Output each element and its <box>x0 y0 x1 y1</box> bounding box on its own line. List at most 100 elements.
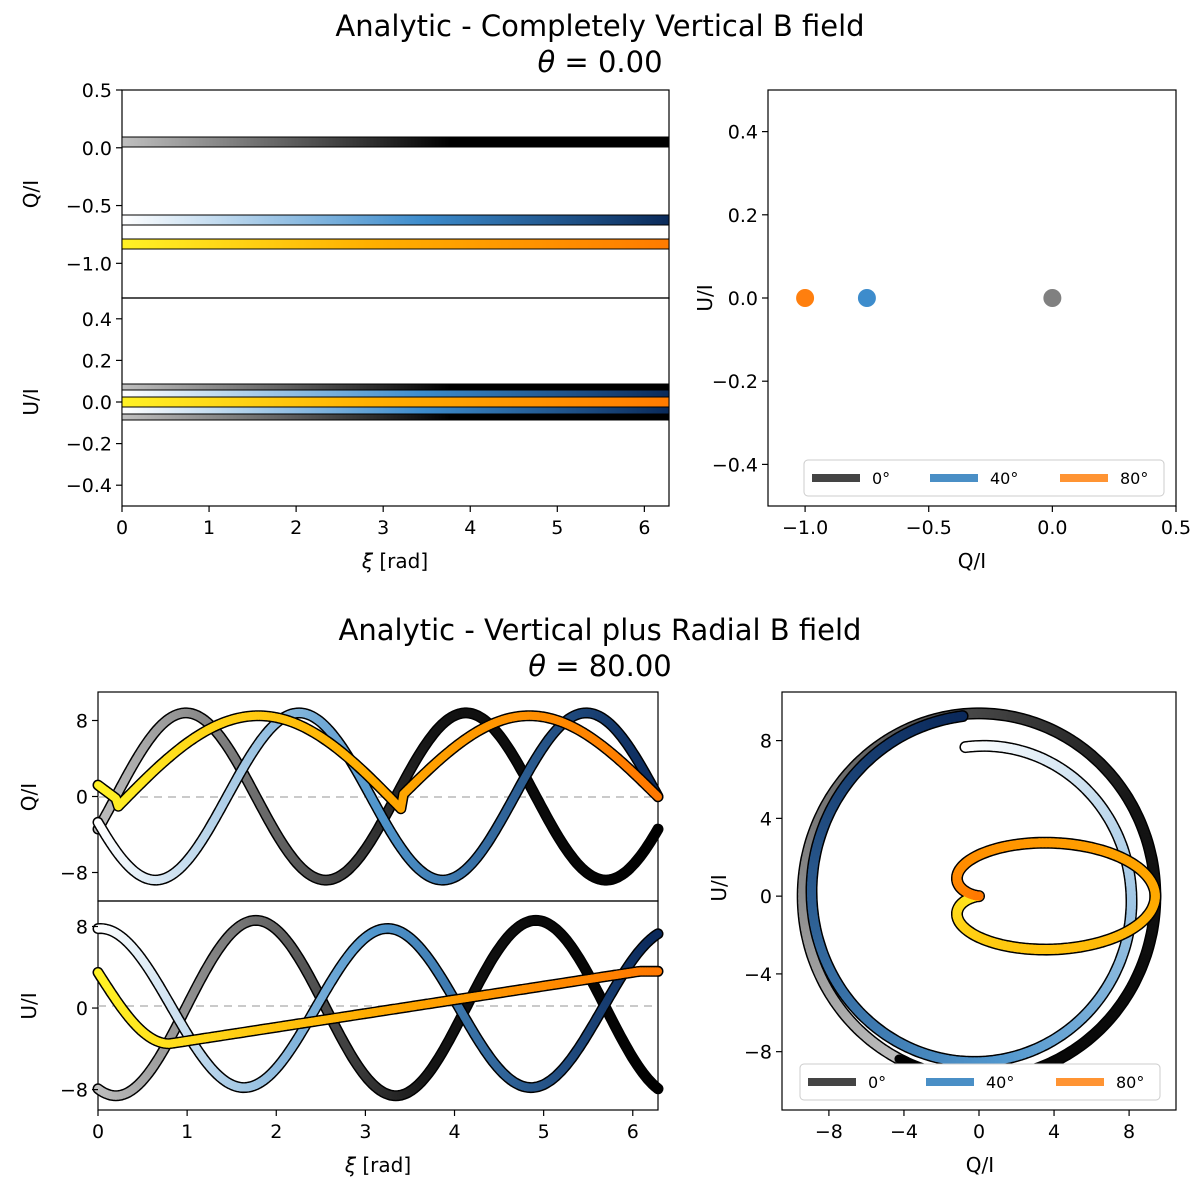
curve-80deg-u <box>92 965 664 1050</box>
curve-80deg-q <box>92 710 664 815</box>
section1-subtitle: θ = 0.00 <box>537 45 662 79</box>
theta-value: = 0.00 <box>555 45 662 79</box>
y-tick-label: 8 <box>76 711 88 733</box>
curve-40deg-u <box>92 923 664 1094</box>
curve-40deg-stokes <box>805 710 1138 1068</box>
x-tick-label: 5 <box>551 517 563 539</box>
legend-swatch-0 <box>808 1078 856 1086</box>
y-tick-label: −0.4 <box>66 475 112 497</box>
panel-top-left-u: 0.4 0.2 0.0 −0.2 −0.40 1 2 3 4 5 6 U/I ξ [rad] <box>19 297 670 573</box>
legend-swatch-1 <box>930 474 978 482</box>
ylabel-u: U/I <box>19 388 43 415</box>
axes-frame <box>121 89 670 299</box>
x-tick-label: 2 <box>270 1121 282 1143</box>
x-tick-label: 0.5 <box>1161 517 1191 539</box>
panel-bottom-left-u: 80−80 1 2 3 4 5 6 U/I ξ [rad] <box>17 900 664 1177</box>
curve-0deg-q-segment <box>651 825 662 838</box>
theta-value: = 80.00 <box>546 649 672 683</box>
curve-40deg-stokes-segment <box>953 711 968 722</box>
y-tick-label: 0.4 <box>82 309 112 331</box>
legend-label-2: 80° <box>1116 1073 1144 1092</box>
curve-80deg-stokes <box>951 836 1162 956</box>
y-tick-label: 0 <box>76 998 88 1020</box>
x-tick-label: 4 <box>464 517 476 539</box>
y-tick-label: −0.4 <box>712 454 758 476</box>
xlabel-xi-bl: ξ [rad] <box>344 1153 411 1177</box>
x-tick-label: 4 <box>448 1121 460 1143</box>
scatter-point-2 <box>1043 289 1062 307</box>
x-tick-label: 1 <box>203 517 215 539</box>
legend-label-1: 40° <box>986 1073 1014 1092</box>
x-tick-label: 3 <box>359 1121 371 1143</box>
y-tick-label: 0.4 <box>728 122 758 144</box>
y-tick-label: 0.0 <box>82 138 112 160</box>
curve-0deg-q <box>92 707 664 886</box>
x-tick-label: 6 <box>627 1121 639 1143</box>
legend-bottom: 0° 40° 80° <box>799 1063 1161 1101</box>
y-tick-label: 0.2 <box>728 205 758 227</box>
x-tick-label: 0 <box>116 517 128 539</box>
y-tick-label: 0 <box>760 886 772 908</box>
x-tick-label: 3 <box>377 517 389 539</box>
xlabel-q-tr: Q/I <box>958 549 986 573</box>
x-tick-label: 0 <box>973 1121 985 1143</box>
panel-bottom-right: 8 4 0 −4 −8 −8 −4 0 4 8 U/I Q/I 0° 40° 80° <box>707 691 1177 1177</box>
y-tick-label: −8 <box>60 863 88 885</box>
curve-0deg-u-segment <box>651 1082 662 1093</box>
series-80deg-q <box>121 238 670 250</box>
y-tick-label: −0.2 <box>712 371 758 393</box>
x-tick-label: −8 <box>815 1121 843 1143</box>
curve-0deg-stokes-segment <box>894 1054 908 1066</box>
x-tick-label: 1 <box>181 1121 193 1143</box>
ylabel-u-tr: U/I <box>693 284 717 311</box>
x-tick-label: −4 <box>890 1121 918 1143</box>
legend-label-0: 0° <box>868 1073 886 1092</box>
legend-box <box>803 459 1165 497</box>
x-tick-label: 4 <box>1048 1121 1060 1143</box>
xlabel-q-br: Q/I <box>966 1153 994 1177</box>
theta-symbol: θ <box>537 45 555 79</box>
scatter-point-0 <box>796 289 815 307</box>
y-tick-label: −0.2 <box>66 434 112 456</box>
y-tick-label: 0.2 <box>82 350 112 372</box>
legend-label-2: 80° <box>1120 469 1148 488</box>
legend-label-0: 0° <box>872 469 890 488</box>
y-tick-label: −1.0 <box>66 253 112 275</box>
series-0deg-q <box>121 136 670 148</box>
y-tick-label: 8 <box>76 916 88 938</box>
section1-title: Analytic - Completely Vertical B field <box>335 9 864 43</box>
ylabel-u-br: U/I <box>707 874 731 901</box>
series-80deg-u <box>121 396 670 408</box>
y-tick-label: 0.0 <box>728 288 758 310</box>
legend-label-1: 40° <box>990 469 1018 488</box>
y-tick-label: 4 <box>760 808 772 830</box>
curve-80deg-q-segment <box>651 790 662 801</box>
theta-symbol: θ <box>528 649 546 683</box>
y-tick-label: 0.5 <box>82 80 112 102</box>
curve-40deg-u-segment <box>651 929 662 940</box>
y-tick-label: −0.5 <box>66 196 112 218</box>
legend-top: 0° 40° 80° <box>803 459 1165 497</box>
section2-subtitle: θ = 80.00 <box>528 649 672 683</box>
x-tick-label: 0 <box>92 1121 104 1143</box>
y-tick-label: 0.0 <box>82 392 112 414</box>
panel-top-right: 0.40.20.0−0.2−0.4−1.0 −0.5 0.0 0.5 U/I Q/I … <box>693 89 1191 573</box>
legend-swatch-2 <box>1060 474 1108 482</box>
ylabel-q: Q/I <box>19 180 43 208</box>
x-tick-label: 5 <box>538 1121 550 1143</box>
x-tick-label: 8 <box>1123 1121 1135 1143</box>
x-tick-label: 6 <box>638 517 650 539</box>
panel-top-left-q: 0.5 0.0 −0.5 −1.0 Q/I <box>19 80 670 299</box>
x-tick-label: −0.5 <box>906 517 952 539</box>
series-40deg-q <box>121 214 670 226</box>
x-tick-label: −1.0 <box>782 517 828 539</box>
legend-swatch-2 <box>1056 1078 1104 1086</box>
legend-box <box>799 1063 1161 1101</box>
y-tick-label: 0 <box>76 787 88 809</box>
scatter-point-1 <box>857 289 876 307</box>
legend-swatch-1 <box>926 1078 974 1086</box>
axes-frame <box>767 89 1177 507</box>
y-tick-label: 8 <box>760 731 772 753</box>
xlabel-xi: ξ [rad] <box>361 549 428 573</box>
